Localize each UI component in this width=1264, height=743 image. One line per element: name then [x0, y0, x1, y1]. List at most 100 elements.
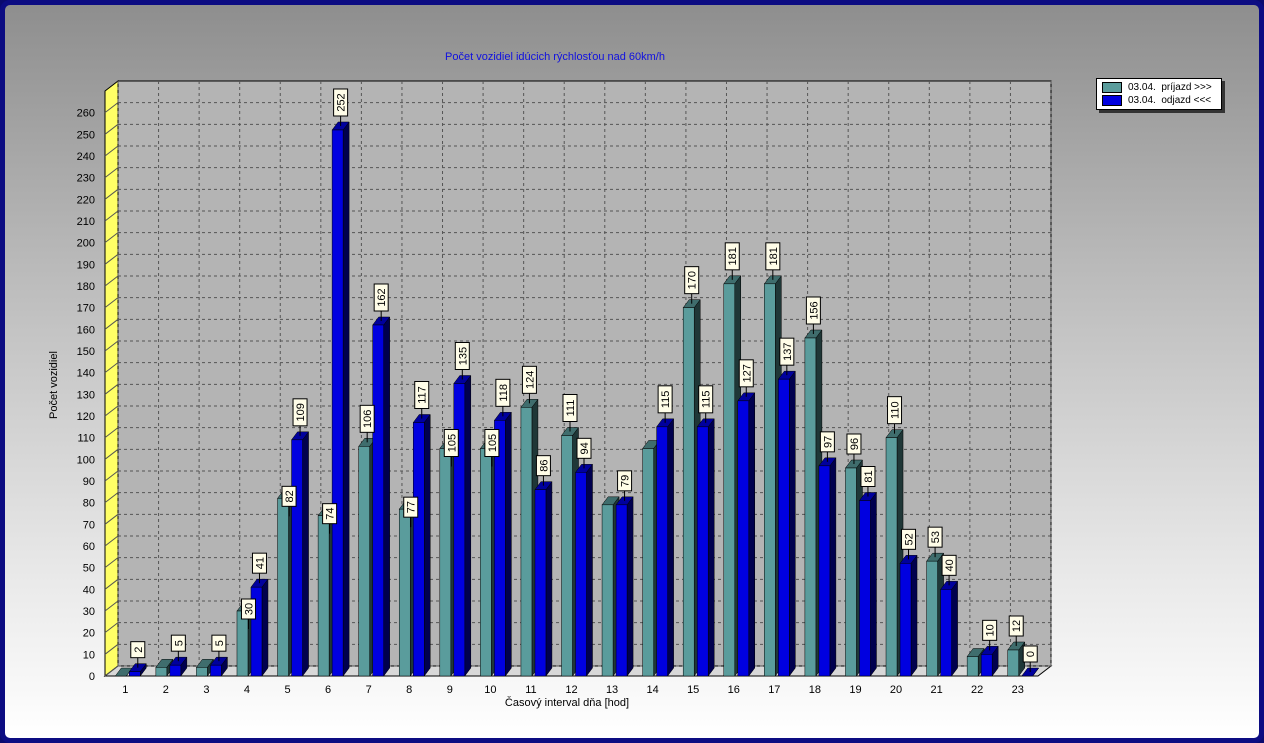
- data-label-extra: 105: [443, 428, 459, 467]
- data-label-box: [281, 485, 297, 507]
- y-tick-label: 150: [77, 346, 95, 358]
- data-label-prijazd: 170: [684, 266, 700, 304]
- bar-odjazd: [534, 480, 553, 677]
- data-label-odjazd: 0: [1022, 645, 1038, 672]
- data-label-odjazd: 41: [251, 552, 267, 584]
- y-tick-label: 180: [77, 281, 95, 293]
- bar-front: [723, 283, 736, 677]
- grid-line-side: [104, 405, 119, 417]
- x-tick-label: 18: [809, 684, 821, 696]
- y-tick-label: 120: [77, 411, 95, 423]
- data-label-box: [322, 503, 338, 525]
- bar-odjazd: [696, 418, 715, 677]
- x-tick-label: 14: [647, 684, 659, 696]
- bar-front: [155, 667, 168, 677]
- bar-front: [1007, 649, 1019, 677]
- bar-front: [277, 498, 289, 677]
- data-label-box: [941, 554, 957, 576]
- y-tick-label: 160: [77, 324, 95, 336]
- bar-side: [707, 418, 715, 677]
- data-label-prijazd: 181: [724, 242, 740, 280]
- bar-front: [885, 437, 898, 677]
- y-tick-label: 220: [77, 194, 95, 206]
- data-label-text: 127: [741, 364, 753, 382]
- grid-line-side: [104, 362, 119, 374]
- y-axis-title: Počet vozidiel: [48, 351, 60, 419]
- y-tick-label: 60: [83, 541, 95, 553]
- x-tick-label: 5: [284, 684, 290, 696]
- y-tick-label: 10: [83, 649, 95, 661]
- data-label-box: [240, 598, 256, 620]
- data-label-box: [454, 341, 470, 370]
- bar-side: [910, 554, 918, 677]
- bar-side: [626, 496, 634, 677]
- y-tick-label: 70: [83, 519, 95, 531]
- bar-front: [129, 671, 141, 677]
- bar-side: [383, 316, 390, 677]
- x-tick-label: 20: [890, 684, 902, 696]
- data-label-odjazd: 115: [698, 385, 714, 423]
- data-label-box: [535, 455, 551, 477]
- data-label-prijazd: 110: [887, 396, 903, 434]
- data-label-text: 5: [214, 640, 226, 646]
- bar-front: [561, 435, 573, 677]
- data-labels: 2 5 5 41 109 252 106 162 117 135 118 124 86 111 94 79 11…: [130, 88, 1038, 672]
- data-label-box: [846, 433, 862, 455]
- x-tick-label: 1: [122, 684, 128, 696]
- data-label-box: [819, 431, 835, 453]
- data-label-text: 106: [362, 410, 374, 428]
- bar-side: [342, 121, 350, 677]
- y-tick-label: 90: [83, 476, 95, 488]
- y-tick-label: 190: [77, 259, 95, 271]
- data-label-box: [860, 465, 876, 487]
- data-label-box: [443, 428, 459, 457]
- bar-side: [261, 578, 269, 677]
- bar-front: [196, 667, 208, 677]
- bar-odjazd: [656, 418, 675, 677]
- data-label-box: [684, 266, 700, 295]
- bar-odjazd: [899, 554, 918, 677]
- legend-swatch-odjazd: [1102, 95, 1122, 106]
- data-label-prijazd: 124: [521, 365, 537, 404]
- data-label-box: [887, 396, 903, 425]
- data-label-box: [657, 385, 673, 414]
- y-tick-label: 110: [77, 433, 95, 445]
- legend-label-prijazd: 03.04. príjazd >>>: [1128, 82, 1212, 93]
- bar-side: [423, 413, 431, 677]
- bar-front: [453, 383, 466, 677]
- bar-front: [575, 472, 587, 677]
- bar-front: [494, 420, 506, 677]
- bar-odjazd: [940, 580, 959, 677]
- data-label-odjazd: 40: [941, 554, 957, 586]
- bar-front: [804, 337, 817, 677]
- data-label-odjazd: 94: [576, 437, 592, 469]
- data-label-box: [562, 393, 578, 422]
- legend-item-odjazd: 03.04. odjazd <<<: [1102, 94, 1211, 107]
- bar-side: [667, 418, 674, 677]
- y-tick-label: 230: [77, 173, 95, 185]
- y-tick-label: 260: [77, 108, 95, 120]
- data-label-text: 135: [457, 347, 469, 365]
- data-label-text: 30: [243, 603, 255, 615]
- data-label-box: [251, 552, 267, 574]
- bar-front: [317, 515, 330, 677]
- y-tick-label: 40: [83, 584, 95, 596]
- data-label-text: 105: [446, 434, 458, 452]
- x-tick-label: 15: [687, 684, 699, 696]
- grid-line-side: [104, 188, 119, 200]
- data-label-odjazd: 79: [617, 470, 633, 501]
- bar-front: [818, 465, 831, 677]
- bar-odjazd: [453, 374, 472, 677]
- data-label-text: 162: [376, 288, 388, 306]
- bar-odjazd: [615, 496, 634, 677]
- data-label-text: 10: [985, 624, 997, 636]
- data-label-box: [484, 428, 500, 457]
- data-label-text: 79: [620, 475, 632, 487]
- data-label-box: [805, 296, 821, 325]
- data-label-box: [1008, 615, 1024, 637]
- data-label-box: [495, 378, 511, 407]
- x-tick-label: 4: [244, 684, 250, 696]
- data-label-text: 81: [863, 470, 875, 482]
- grid-line-side: [104, 622, 119, 634]
- grid-line-side: [104, 535, 119, 547]
